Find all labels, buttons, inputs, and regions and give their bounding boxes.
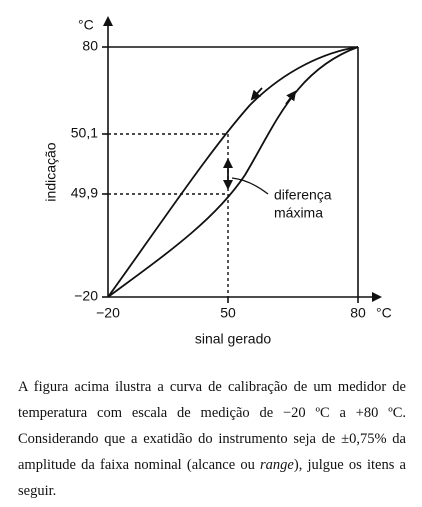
text: A figura acima ilustra a curva de calibr… [18,379,406,473]
x-unit: °C [376,305,392,321]
axes [102,16,382,303]
y-axis-label: indicação [43,142,59,201]
y-tick-label: 50,1 [71,125,98,141]
annotation: máxima [274,205,323,221]
annotation: diferença [274,187,332,203]
y-tick-label: −20 [74,288,98,304]
x-tick-label: 50 [220,305,236,321]
y-unit: °C [78,17,94,33]
text: ), julgue os itens a seguir. [18,457,406,499]
paragraph: A figura acima ilustra a curva de calibr… [18,374,406,504]
curves [107,46,359,298]
y-tick-label: 80 [82,38,98,54]
x-axis-label: sinal gerado [195,331,271,347]
guides [108,133,229,297]
y-tick-label: 49,9 [71,185,98,201]
figure: °C 80 50,1 49,9 −20 −20 50 80 °C sinal g… [43,16,392,347]
x-tick-label: −20 [96,305,120,321]
text-italic: range [260,457,294,473]
x-tick-label: 80 [350,305,366,321]
